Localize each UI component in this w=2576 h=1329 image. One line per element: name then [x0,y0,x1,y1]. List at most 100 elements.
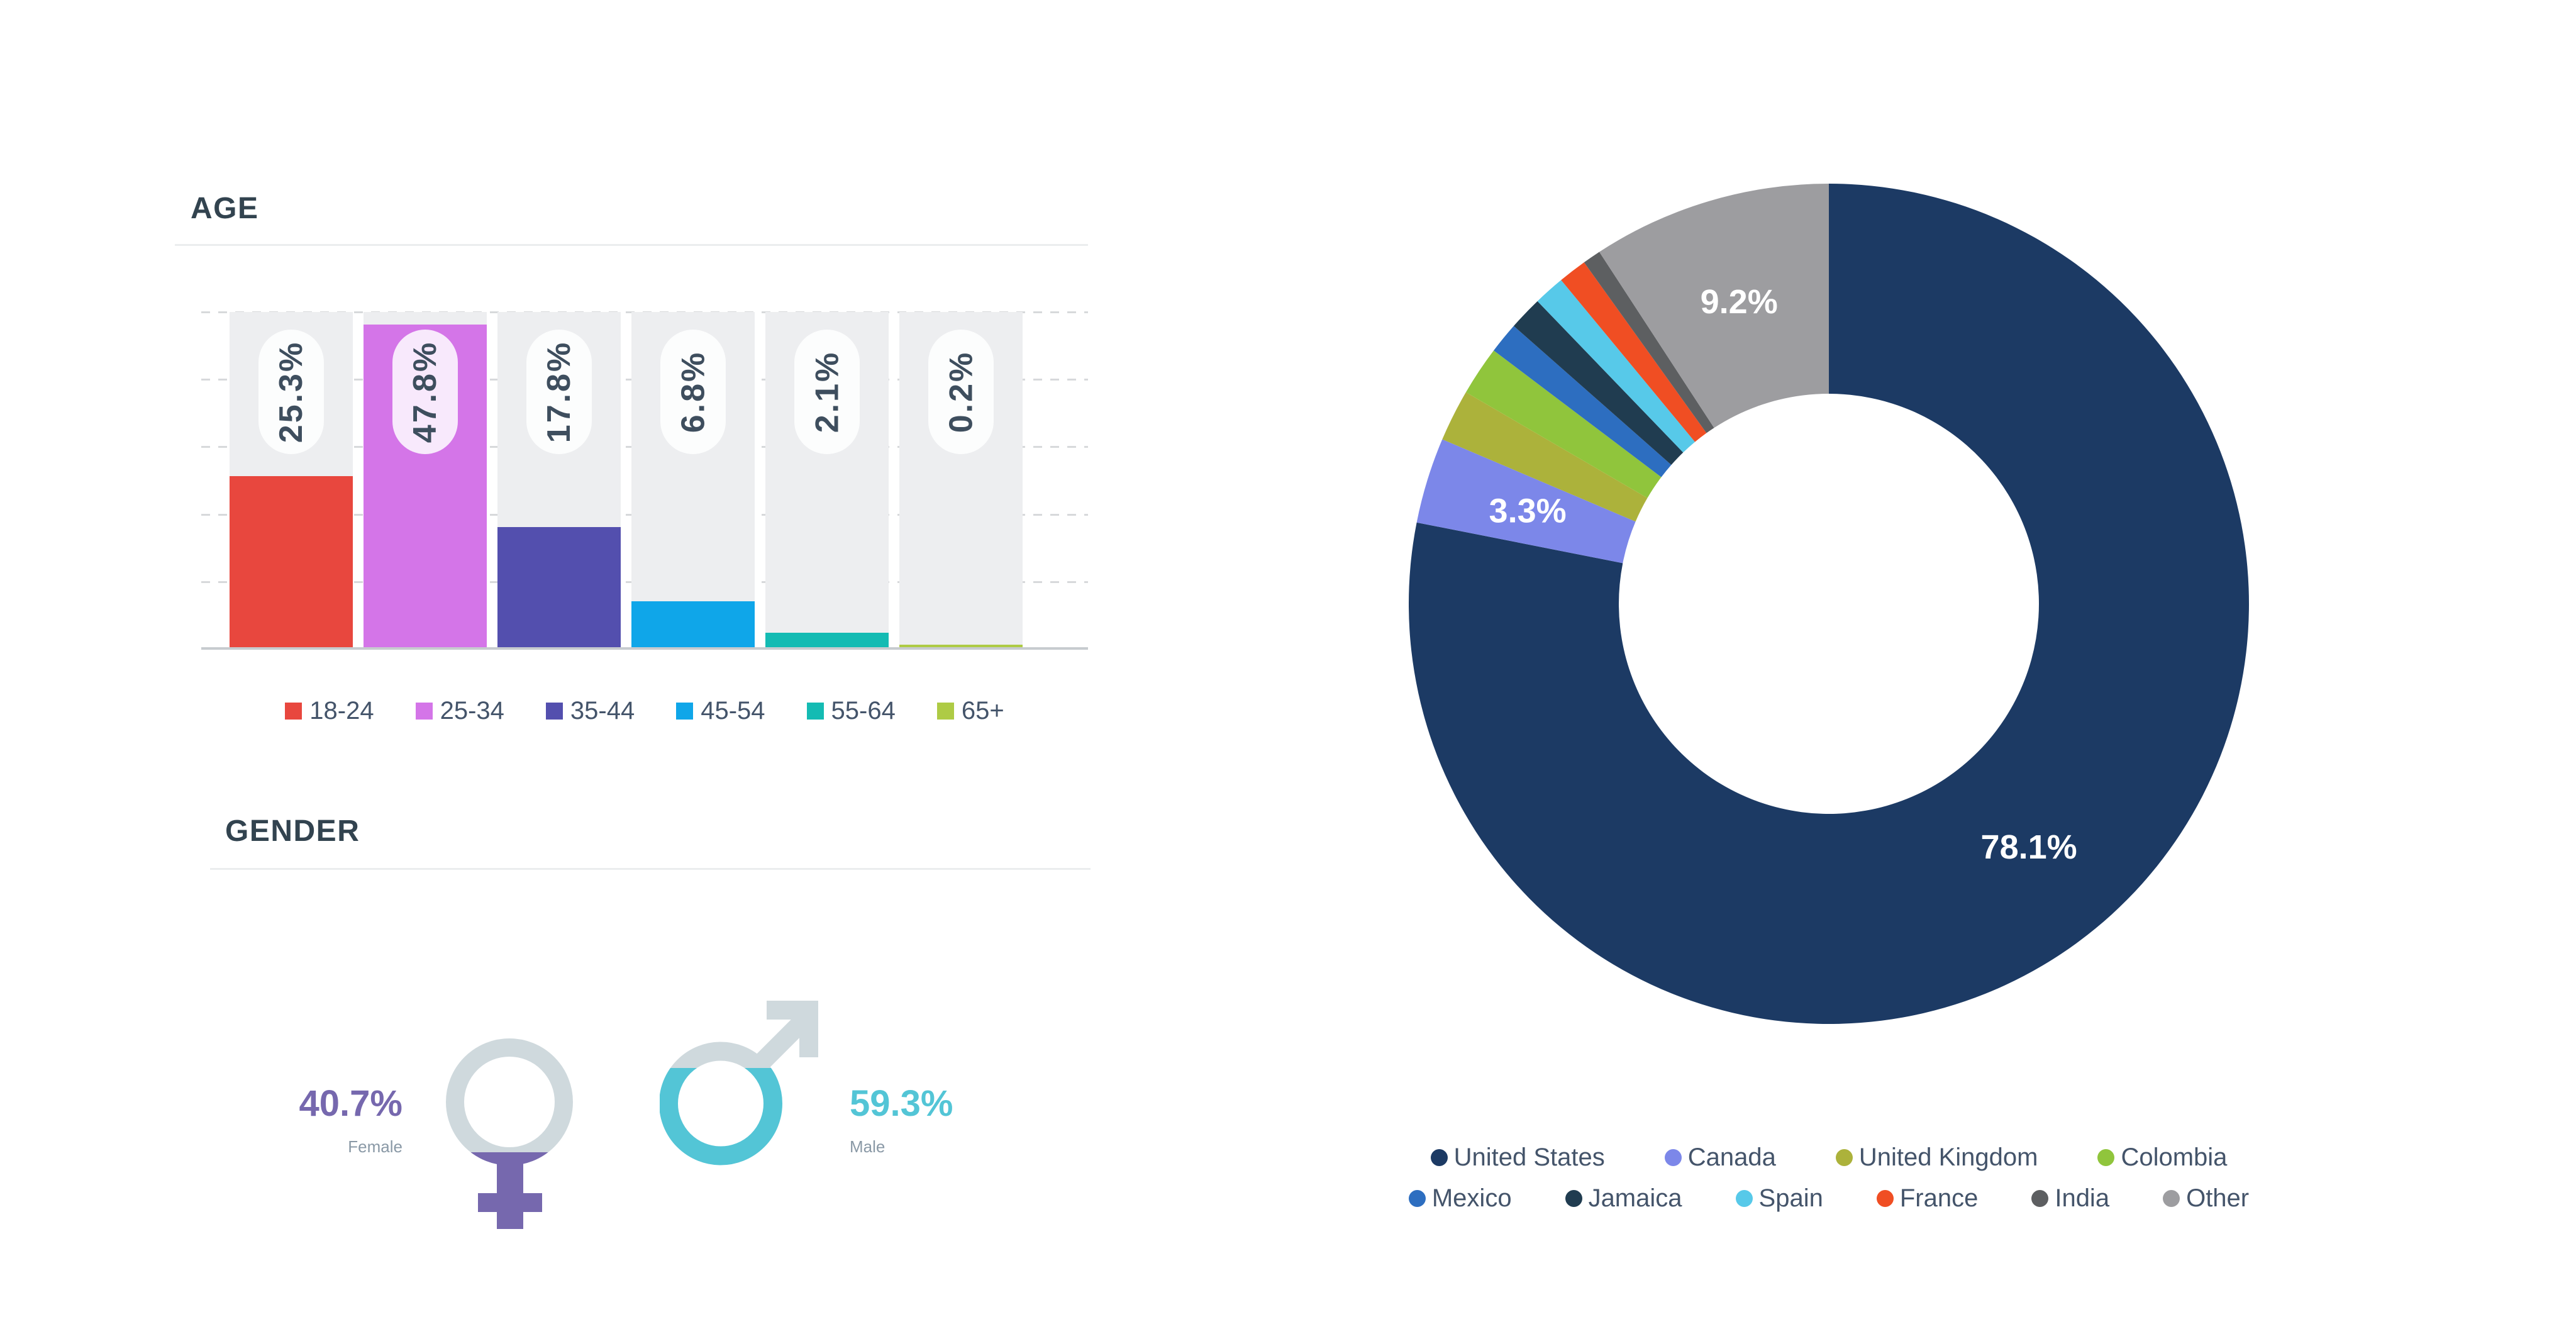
bar-value-pill-35-44: 17.8% [526,330,592,454]
gender-divider [210,868,1091,870]
female-label: Female [348,1137,402,1156]
donut-legend-item-canada[interactable]: Canada [1664,1143,1776,1172]
bar-45-54[interactable] [631,601,755,647]
legend-label: Colombia [2121,1143,2228,1171]
bar-value-label: 0.2% [943,350,979,433]
legend-label: 65+ [961,696,1004,725]
legend-swatch-icon [806,702,824,720]
donut-slice-other[interactable] [1599,184,1829,428]
age-legend-item-18-24[interactable]: 18-24 [285,697,374,725]
x-axis-line [201,647,1088,650]
bar-35-44[interactable] [497,526,621,647]
donut-slice-spain[interactable] [1537,280,1696,453]
bar-value-pill-45-54: 6.8% [660,330,726,454]
gender-section-title: GENDER [225,815,360,848]
donut-slice-mexico[interactable] [1494,326,1672,477]
legend-dot-icon [2163,1190,2180,1207]
donut-slice-united-states[interactable] [1409,184,2249,1024]
age-divider [175,244,1088,246]
bar-value-label: 17.8% [541,340,578,443]
bar-column-25-34: 47.8% [364,312,487,647]
donut-legend-item-india[interactable]: India [2031,1184,2109,1213]
male-percentage: 59.3% [850,1083,953,1124]
legend-swatch-icon [415,702,433,720]
legend-swatch-icon [676,702,694,720]
legend-label: Spain [1758,1184,1823,1212]
bar-column-45-54: 6.8% [631,312,755,647]
legend-dot-icon [1664,1149,1682,1166]
donut-legend-item-france[interactable]: France [1876,1184,1979,1213]
age-legend-item-55-64[interactable]: 55-64 [806,696,896,725]
donut-legend-item-jamaica[interactable]: Jamaica [1565,1184,1682,1213]
donut-slice-france[interactable] [1561,262,1707,442]
legend-swatch-icon [285,702,303,720]
slice-value-label: 3.3% [1489,492,1567,530]
legend-label: India [2055,1184,2110,1212]
legend-dot-icon [1876,1190,1894,1207]
bar-value-label: 2.1% [809,350,845,433]
age-legend-item-25-34[interactable]: 25-34 [415,696,504,725]
legend-label: 18-24 [309,696,374,725]
legend-swatch-icon [545,702,563,720]
legend-dot-icon [2097,1149,2115,1166]
age-legend-item-65-[interactable]: 65+ [936,696,1004,725]
legend-label: United States [1453,1143,1605,1171]
male-icon [660,1001,818,1165]
legend-label: United Kingdom [1858,1143,2038,1171]
donut-legend-item-united-states[interactable]: United States [1430,1143,1605,1172]
bar-value-pill-65-: 0.2% [928,330,994,454]
donut-slice-canada[interactable] [1416,439,1636,564]
legend-dot-icon [2031,1190,2049,1207]
age-bar-chart: 25.3% 47.8% 17.8% 6.8% 2.1% 0.2% [201,311,1088,650]
bar-65-[interactable] [899,645,1023,647]
legend-dot-icon [1430,1149,1448,1166]
bar-value-pill-18-24: 25.3% [258,330,324,454]
bar-value-pill-25-34: 47.8% [392,330,458,454]
legend-label: Mexico [1431,1184,1512,1212]
countries-donut-chart: 78.1% 3.3% 9.2% [1409,184,2249,1024]
slice-value-label: 9.2% [1701,283,1778,321]
bar-column-65-: 0.2% [899,312,1023,647]
female-icon [446,1038,573,1229]
donut-legend-row-1: Mexico Jamaica Spain France India Other [1408,1184,2249,1213]
donut-legend-item-united-kingdom[interactable]: United Kingdom [1835,1143,2038,1172]
donut-legend-item-colombia[interactable]: Colombia [2097,1143,2227,1172]
legend-label: Jamaica [1588,1184,1682,1212]
age-legend-item-45-54[interactable]: 45-54 [676,697,765,725]
female-stat: 40.7% Female [214,1086,402,1155]
donut-legend-item-other[interactable]: Other [2163,1184,2249,1213]
legend-label: 55-64 [831,696,896,725]
male-stat: 59.3% Male [850,1086,1051,1155]
donut-legend-item-spain[interactable]: Spain [1735,1184,1823,1213]
legend-label: 45-54 [701,696,765,725]
bar-value-label: 25.3% [273,340,310,443]
legend-label: 25-34 [440,696,504,725]
legend-dot-icon [1835,1149,1853,1166]
donut-slice-jamaica[interactable] [1513,301,1684,465]
donut-legend-item-mexico[interactable]: Mexico [1408,1184,1512,1213]
donut-slice-india[interactable] [1584,252,1714,433]
donut-slice-colombia[interactable] [1465,350,1662,498]
legend-dot-icon [1408,1190,1426,1207]
donut-slice-united-kingdom[interactable] [1442,392,1648,522]
age-legend: 18-24 25-34 35-44 45-54 55-64 65+ [201,693,1088,728]
donut-legend-row-0: United States Canada United Kingdom Colombi… [1430,1143,2227,1172]
bar-column-35-44: 17.8% [497,312,621,647]
male-label: Male [850,1137,886,1156]
legend-label: Canada [1687,1143,1776,1171]
bar-column-18-24: 25.3% [230,312,353,647]
legend-label: France [1899,1184,1979,1212]
bar-18-24[interactable] [230,476,353,647]
bar-value-label: 6.8% [675,350,711,433]
female-percentage: 40.7% [299,1083,402,1124]
age-legend-item-35-44[interactable]: 35-44 [545,696,635,725]
age-section-title: AGE [191,192,259,225]
legend-dot-icon [1565,1190,1582,1207]
bar-55-64[interactable] [765,633,889,647]
legend-label: Other [2186,1184,2250,1212]
countries-legend: United States Canada United Kingdom Colombi… [1357,1143,2301,1213]
legend-label: 35-44 [570,696,635,725]
bar-column-55-64: 2.1% [765,312,889,647]
bar-value-label: 47.8% [407,340,444,443]
